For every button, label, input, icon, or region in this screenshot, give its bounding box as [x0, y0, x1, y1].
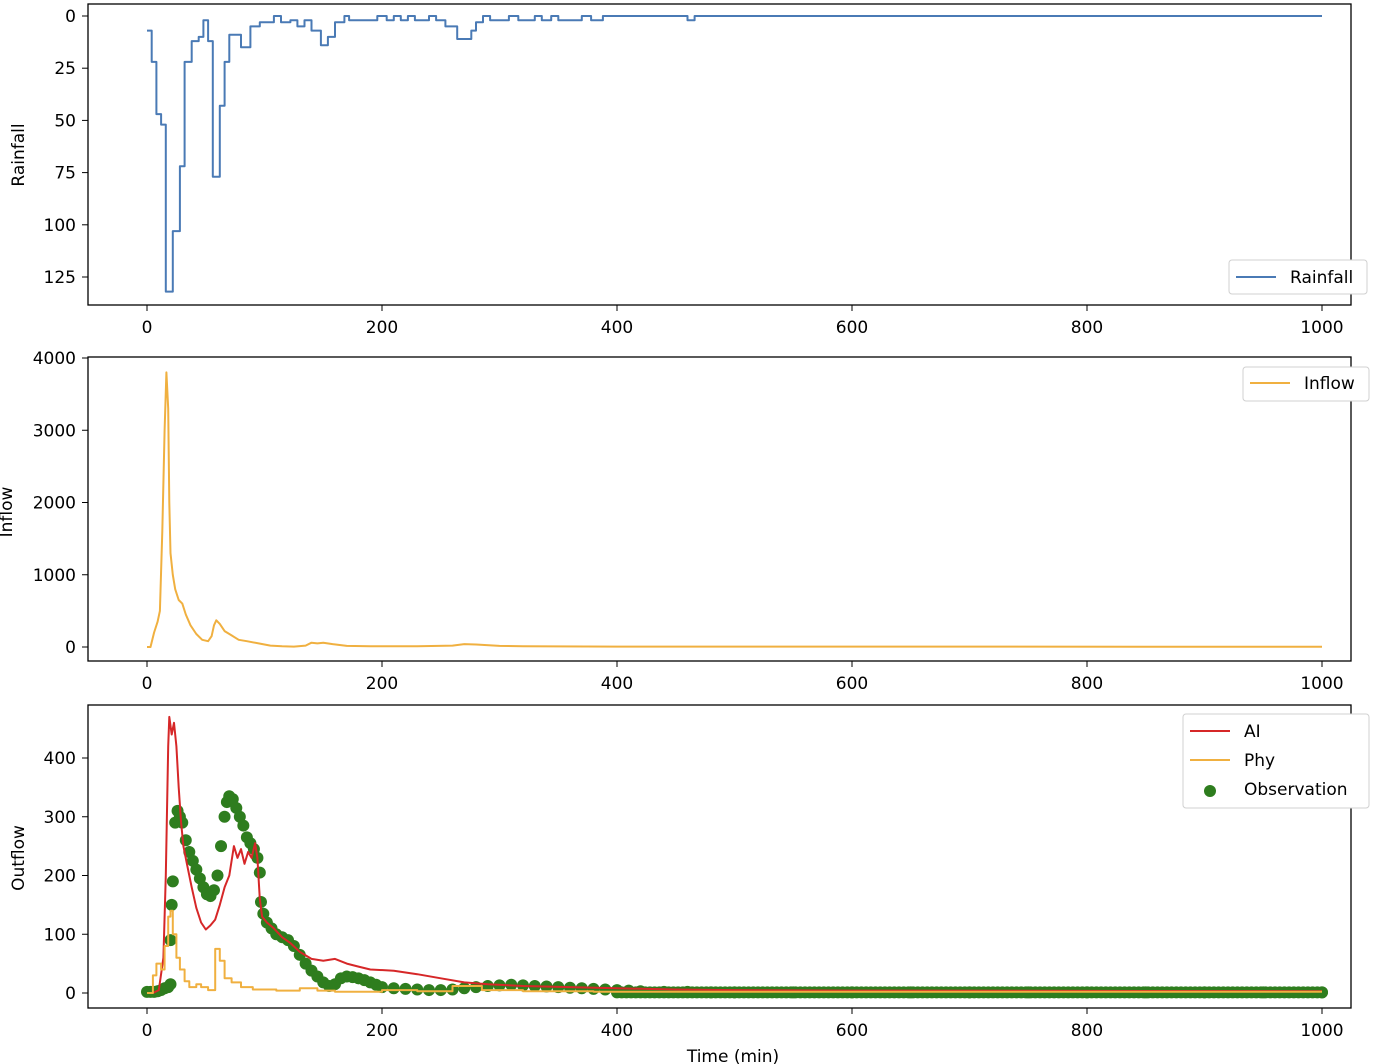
rainfall-y-label: Rainfall	[9, 123, 29, 186]
inflow-x-tick-label: 200	[366, 674, 398, 694]
outflow-y-tick-label: 0	[65, 984, 76, 1004]
inflow-series-inflow-line	[147, 371, 1323, 648]
outflow-legend-label-ai: AI	[1244, 722, 1261, 742]
rainfall-x-tick-label: 200	[366, 318, 398, 338]
inflow-axes-frame	[87, 356, 1352, 662]
inflow-legend-box	[1242, 366, 1370, 402]
outflow-x-tick-label: 800	[1071, 1021, 1103, 1041]
rainfall-y-tick-label: 125	[44, 268, 76, 288]
rainfall-x-tick-label: 0	[142, 318, 153, 338]
outflow-observation-point	[399, 982, 412, 995]
outflow-y-ticks: 0 100 200 300 400	[44, 749, 88, 1004]
outflow-observation-point	[434, 984, 447, 997]
inflow-y-tick-label: 0	[65, 638, 76, 658]
outflow-observation-point	[599, 983, 612, 996]
outflow-x-tick-label: 400	[601, 1021, 633, 1041]
outflow-observation-point	[215, 840, 228, 853]
outflow-series-phy-line	[147, 909, 1322, 994]
rainfall-x-tick-label: 400	[601, 318, 633, 338]
outflow-observation-point	[176, 816, 189, 829]
inflow-x-ticks: 0 200 400 600 800 1000	[142, 661, 1344, 694]
outflow-x-tick-label: 200	[366, 1021, 398, 1041]
outflow-observation-point	[207, 884, 220, 897]
inflow-y-tick-label: 2000	[33, 494, 76, 514]
outflow-legend-label-observation: Observation	[1244, 780, 1348, 800]
inflow-x-tick-label: 600	[836, 674, 868, 694]
rainfall-x-ticks: 0 200 400 600 800 1000	[142, 305, 1344, 338]
rainfall-legend-box	[1228, 259, 1368, 295]
outflow-legend: AI Phy Observation	[1182, 713, 1370, 809]
inflow-y-label: Inflow	[0, 487, 17, 538]
outflow-observation-point	[218, 810, 231, 823]
inflow-y-tick-label: 1000	[33, 566, 76, 586]
outflow-series	[141, 715, 1328, 999]
inflow-panel: 0 200 400 600 800 1000 0 1000 2000 3000 4000 Infl…	[0, 349, 1370, 694]
outflow-observation-point	[164, 978, 177, 991]
outflow-observation-point	[211, 869, 224, 882]
outflow-x-tick-label: 1000	[1300, 1021, 1343, 1041]
outflow-observation-point	[387, 982, 400, 995]
rainfall-y-tick-label: 100	[44, 216, 76, 236]
rainfall-y-tick-label: 50	[54, 111, 76, 131]
outflow-observation-point	[164, 934, 177, 947]
inflow-legend: Inflow	[1242, 366, 1370, 402]
rainfall-y-ticks: 0 25 50 75 100 125	[44, 7, 88, 288]
outflow-legend-label-phy: Phy	[1244, 751, 1275, 771]
outflow-observation-point	[458, 982, 471, 995]
inflow-x-tick-label: 0	[142, 674, 153, 694]
outflow-x-ticks: 0 200 400 600 800 1000	[142, 1008, 1344, 1041]
rainfall-axes-frame	[87, 3, 1352, 306]
rainfall-y-tick-label: 0	[65, 7, 76, 27]
outflow-y-tick-label: 100	[44, 925, 76, 945]
inflow-series	[147, 371, 1323, 648]
outflow-observation-point	[423, 984, 435, 997]
inflow-x-tick-label: 800	[1071, 674, 1103, 694]
outflow-x-label: Time (min)	[686, 1047, 779, 1064]
inflow-y-ticks: 0 1000 2000 3000 4000	[33, 349, 88, 658]
outflow-observation-point	[165, 898, 178, 911]
rainfall-series-rainfall-line	[147, 15, 1322, 293]
rainfall-x-tick-label: 600	[836, 318, 868, 338]
rainfall-y-tick-label: 75	[54, 164, 76, 184]
rainfall-panel: 0 200 400 600 800 1000 0 25 50 75 100 125 Rainfall…	[9, 3, 1368, 338]
outflow-y-label: Outflow	[9, 825, 29, 891]
outflow-observation-point	[293, 948, 306, 961]
rainfall-x-tick-label: 1000	[1300, 318, 1343, 338]
rainfall-y-tick-label: 25	[54, 59, 76, 79]
outflow-series-observation	[141, 790, 1328, 999]
outflow-legend-swatch-observation	[1204, 785, 1216, 797]
outflow-observation-point	[481, 979, 494, 992]
rainfall-x-tick-label: 800	[1071, 318, 1103, 338]
outflow-series-ai-line	[147, 715, 1323, 994]
outflow-observation-point	[237, 819, 250, 832]
outflow-x-tick-label: 0	[142, 1021, 153, 1041]
rainfall-series	[147, 15, 1322, 293]
inflow-x-tick-label: 1000	[1300, 674, 1343, 694]
inflow-y-tick-label: 3000	[33, 421, 76, 441]
outflow-y-tick-label: 400	[44, 749, 76, 769]
outflow-observation-point	[253, 866, 266, 879]
outflow-observation-point	[166, 875, 179, 888]
rainfall-legend-label: Rainfall	[1290, 268, 1353, 288]
inflow-x-tick-label: 400	[601, 674, 633, 694]
inflow-legend-label: Inflow	[1304, 374, 1355, 394]
rainfall-legend: Rainfall	[1228, 259, 1368, 295]
inflow-y-tick-label: 4000	[33, 349, 76, 369]
outflow-axes-frame	[87, 704, 1352, 1009]
outflow-x-tick-label: 600	[836, 1021, 868, 1041]
outflow-y-tick-label: 200	[44, 867, 76, 887]
outflow-y-tick-label: 300	[44, 808, 76, 828]
outflow-legend-box	[1182, 713, 1370, 809]
outflow-observation-point	[587, 982, 600, 995]
